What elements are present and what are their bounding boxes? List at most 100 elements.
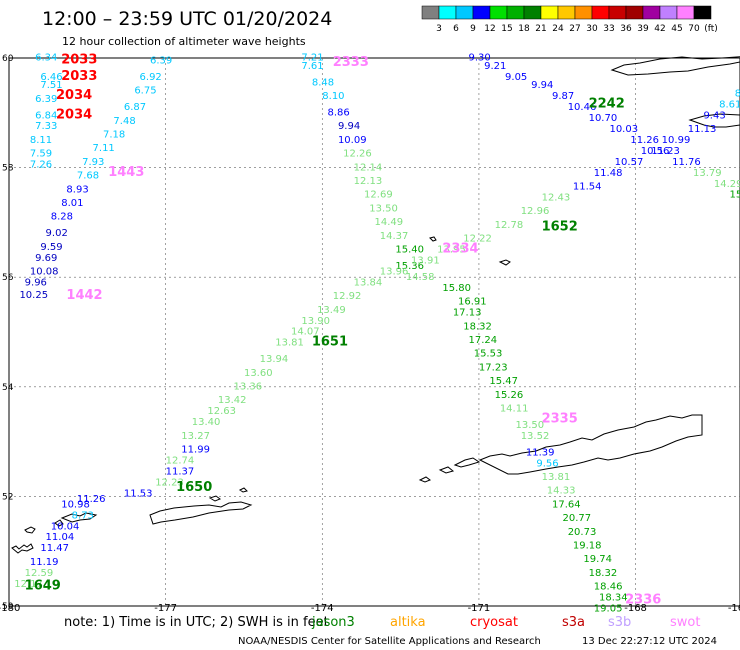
wave-height-label: 17.13 xyxy=(453,308,482,319)
wave-height-label: 7.61 xyxy=(301,61,323,72)
wave-height-label: 11.99 xyxy=(181,445,210,456)
y-tick-label: 58 xyxy=(2,164,14,174)
wave-height-label: 12.22 xyxy=(463,234,492,245)
wave-height-label: 13.36 xyxy=(234,382,263,393)
wave-height-label: 12.17 xyxy=(14,579,43,590)
wave-height-label: 13.81 xyxy=(275,338,304,349)
x-axis-ticks: -180 -177 -174 -171 -168 -16 xyxy=(0,603,740,614)
wave-height-label: 11.39 xyxy=(526,447,555,458)
wave-height-label: 13.84 xyxy=(354,277,383,288)
chart-subtitle: 12 hour collection of altimeter wave hei… xyxy=(62,35,306,48)
pass-label: 2336 xyxy=(625,592,661,607)
wave-height-label: 13.27 xyxy=(181,431,210,442)
plot-area: 6.34 6.467.51 6.39 6.847.33 8.11 7.597.26 6.39… xyxy=(0,52,740,614)
wave-height-label: 11.26 xyxy=(630,135,659,146)
wave-height-label: 13.90 xyxy=(301,316,330,327)
wave-height-label: 18.34 xyxy=(599,593,628,604)
wave-height-label: 15.96 xyxy=(730,190,740,201)
coast-aleutian-east xyxy=(418,414,703,483)
wave-height-label: 17.24 xyxy=(468,335,497,346)
wave-height-label: 12.63 xyxy=(207,406,236,417)
wave-height-label: 12.74 xyxy=(166,456,195,467)
wave-height-label: 8.04 xyxy=(735,88,740,99)
pass-label: 2033 xyxy=(61,69,97,84)
wave-height-label: 6.39 xyxy=(150,55,172,66)
pass-labels: 2033203320342034144314422333224216523341… xyxy=(25,52,662,607)
wave-height-label: 7.59 xyxy=(30,149,52,160)
wave-height-label: 9.02 xyxy=(46,228,68,239)
wave-height-label: 10.46 xyxy=(568,102,597,113)
legend-entry-altika: altika xyxy=(390,615,426,630)
grid-lines xyxy=(9,58,740,606)
wave-height-label: 10.04 xyxy=(51,521,80,532)
wave-height-label: 9.43 xyxy=(703,110,725,121)
wave-height-label: 10.09 xyxy=(338,135,367,146)
wave-height-label: 14.07 xyxy=(291,327,320,338)
wave-height-label: 13.96 xyxy=(380,266,409,277)
scale-swatch xyxy=(472,5,491,20)
wave-height-label: 8.48 xyxy=(312,77,334,88)
wave-height-label: 16.91 xyxy=(458,297,487,308)
wave-height-label: 12.92 xyxy=(333,291,362,302)
wave-height-label: 11.47 xyxy=(40,543,69,554)
wave-height-label: 9.87 xyxy=(552,91,574,102)
wave-height-label: 10.99 xyxy=(662,135,691,146)
x-tick-label: -16 xyxy=(728,603,740,614)
wave-height-label: 11.13 xyxy=(688,124,717,135)
wave-height-label: 12.14 xyxy=(354,162,383,173)
wave-height-label: 6.75 xyxy=(134,86,156,97)
y-tick-label: 50 xyxy=(2,602,14,612)
wave-height-label: 15.53 xyxy=(474,349,503,360)
scale-swatch xyxy=(591,5,610,20)
scale-tick-label: 45 xyxy=(671,24,682,34)
pass-label: 1652 xyxy=(542,220,578,235)
wave-height-label: 19.74 xyxy=(583,554,612,565)
legend-entry-cryosat: cryosat xyxy=(470,615,518,630)
wave-height-label: 12.43 xyxy=(542,192,571,203)
wave-height-label: 14.29 xyxy=(714,179,740,190)
wave-height-label: 13.79 xyxy=(693,168,722,179)
scale-tick-label: 30 xyxy=(586,24,598,34)
wave-height-label: 9.56 xyxy=(536,458,558,469)
wave-height-label: 18.46 xyxy=(594,582,623,593)
wave-height-label: 9.69 xyxy=(35,253,57,264)
wave-height-label: 15.47 xyxy=(489,376,518,387)
x-tick-label: -180 xyxy=(0,603,20,614)
wave-height-label: 13.50 xyxy=(515,420,544,431)
wave-height-label: 7.68 xyxy=(77,171,99,182)
pass-label: 1442 xyxy=(66,288,102,303)
scale-swatch xyxy=(540,5,559,20)
wave-height-label: 7.11 xyxy=(93,143,115,154)
wave-height-label: 9.96 xyxy=(25,277,47,288)
wave-height-label: 19.05 xyxy=(594,603,623,614)
wave-height-label: 15.26 xyxy=(495,390,524,401)
wave-height-label: 11.04 xyxy=(46,532,75,543)
pass-label: 2335 xyxy=(542,411,578,426)
scale-tick-label: 9 xyxy=(470,24,476,34)
scale-tick-label: 18 xyxy=(518,24,530,34)
wave-height-label: 11.37 xyxy=(166,466,195,477)
scale-swatch xyxy=(455,5,474,20)
wave-height-label: 13.95 xyxy=(437,245,466,256)
scale-tick-label: 21 xyxy=(535,24,546,34)
scale-swatch xyxy=(693,5,712,20)
scale-swatch xyxy=(642,5,661,20)
pass-label: 1649 xyxy=(25,579,61,594)
scale-swatch xyxy=(523,5,542,20)
wave-height-label: 14.37 xyxy=(380,231,409,242)
satellite-legend: jason3 altika cryosat s3a s3b swot xyxy=(311,615,700,630)
scale-tick-label: (ft) xyxy=(704,24,718,34)
wave-height-label: 12.96 xyxy=(521,206,550,217)
wave-height-label: 9.05 xyxy=(505,72,527,83)
wave-height-label: 12.59 xyxy=(25,568,54,579)
wave-height-label: 12.13 xyxy=(354,176,383,187)
wave-height-label: 14.49 xyxy=(375,217,404,228)
wave-height-label: 9.94 xyxy=(338,121,360,132)
wave-height-label: 13.81 xyxy=(542,472,571,483)
wave-height-label: 6.46 xyxy=(40,72,62,83)
wave-height-label: 7.21 xyxy=(301,53,323,64)
scale-tick-label: 39 xyxy=(637,24,649,34)
wave-height-label: 18.32 xyxy=(589,568,618,579)
scale-swatch xyxy=(574,5,593,20)
